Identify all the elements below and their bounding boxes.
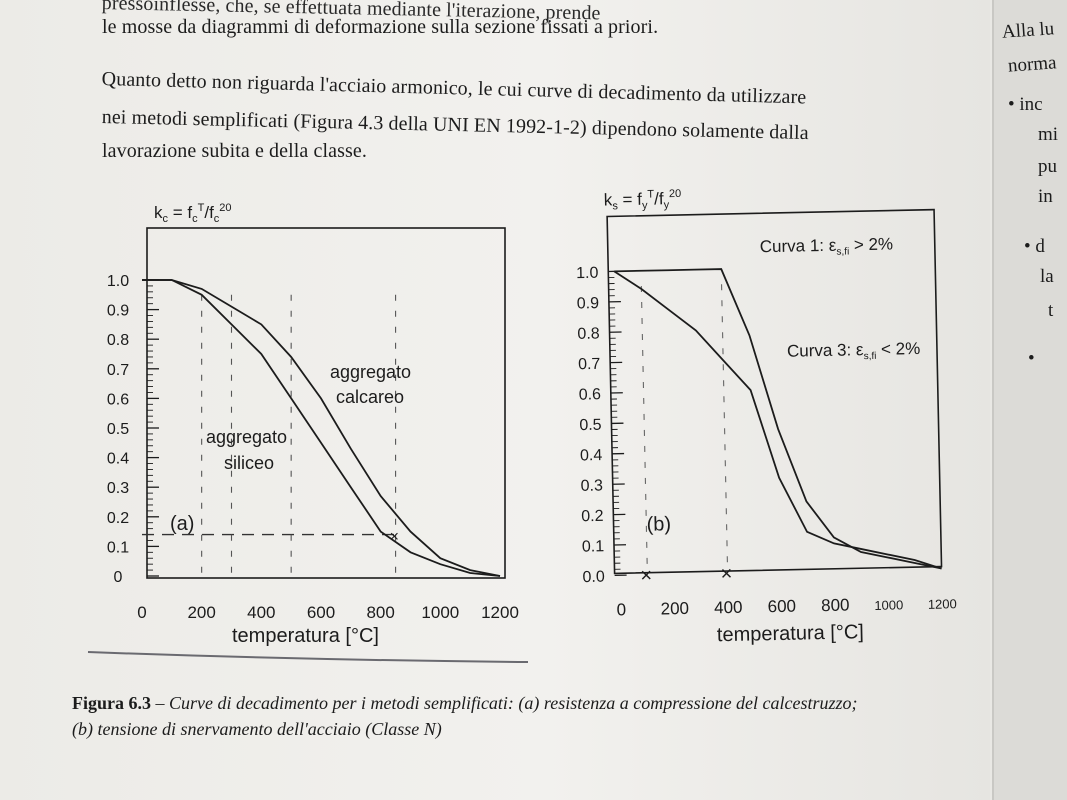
y-tick-label: 0.6 <box>107 391 129 408</box>
paragraph-line-1: le mosse da diagrammi di deformazione su… <box>102 16 659 38</box>
chart-b-tick-labels: 0.0 0.1 0.2 0.3 0.4 0.5 0.6 0.7 0.8 0.9 1.0 0 200 400… <box>576 265 957 620</box>
x-tick-label: 1000 <box>421 603 459 622</box>
y-tick-label: 0.3 <box>107 480 129 497</box>
chart-a-ylabel: kc = fcT/fc20 <box>154 202 232 225</box>
book-page: pressoinflesse, che, se effettuata media… <box>0 0 990 800</box>
chart-b-panel-label: (b) <box>646 513 671 536</box>
side-text-8: t <box>1048 300 1054 321</box>
facing-page: Alla lu norma • inc mi pu in • d la t • <box>992 0 1067 800</box>
y-tick-label: 0.2 <box>581 508 604 525</box>
caption-label: Figura 6.3 <box>72 693 151 713</box>
x-tick-label: 600 <box>767 597 796 617</box>
x-tick-label: 600 <box>307 603 335 622</box>
y-tick-label: 0.8 <box>577 325 600 342</box>
chart-b-ticks <box>608 270 627 577</box>
caption-text: – Curve di decadimento per i metodi semp… <box>72 693 858 739</box>
chart-b-annotation-curva1: Curva 1: εs,fi > 2% <box>760 234 894 259</box>
x-tick-label: 1000 <box>874 597 903 613</box>
y-tick-label: 0.1 <box>107 539 129 556</box>
y-tick-label: 0.5 <box>107 421 129 438</box>
y-tick-label: 0 <box>114 569 123 586</box>
side-text-0: Alla lu <box>1001 18 1055 43</box>
y-tick-label: 0.4 <box>107 451 129 468</box>
chart-a-annotation-calcareo-1: aggregato <box>330 362 411 382</box>
pencil-underline <box>87 651 529 663</box>
guide-mark: × <box>390 529 399 546</box>
x-tick-label: 200 <box>187 603 215 622</box>
chart-a-panel-label: (a) <box>170 513 194 535</box>
x-tick-label: 800 <box>821 595 850 615</box>
paragraph-line-4: lavorazione subita e della classe. <box>102 140 367 162</box>
chart-a-frame <box>146 227 506 579</box>
y-tick-label: 0.4 <box>580 447 603 464</box>
chart-b-guides: × × <box>640 284 733 587</box>
y-tick-label: 1.0 <box>576 265 599 282</box>
side-text-5: in <box>1038 186 1053 207</box>
y-tick-label: 0.7 <box>578 356 601 373</box>
series-line-1 <box>142 279 501 577</box>
x-tick-label: 200 <box>660 599 689 619</box>
side-text-3: mi <box>1038 124 1059 145</box>
chart-b-ylabel: ks = fyT/fy20 <box>604 188 682 213</box>
side-text-4: pu <box>1038 156 1057 177</box>
chart-b-series <box>613 268 942 570</box>
chart-a-xlabel: temperatura [°C] <box>232 625 379 647</box>
y-tick-label: 0.2 <box>107 510 129 527</box>
y-tick-label: 0.1 <box>582 538 605 555</box>
side-text-6: • d <box>1024 236 1045 257</box>
y-tick-label: 0.9 <box>577 295 600 312</box>
side-text-7: la <box>1040 266 1054 287</box>
chart-a-tick-labels: 0 0.1 0.2 0.3 0.4 0.5 0.6 0.7 0.8 0.9 1.0 0 200 400 60… <box>107 273 519 622</box>
series-line-2 <box>142 279 501 577</box>
x-tick-label: 800 <box>366 603 394 622</box>
side-text-1: norma <box>1007 52 1058 77</box>
chart-b-xlabel: temperatura [°C] <box>717 621 864 646</box>
x-tick-label: 0 <box>137 603 146 622</box>
guide-mark: × <box>720 563 732 585</box>
chart-b-frame <box>606 208 943 575</box>
x-tick-label: 0 <box>616 600 626 619</box>
chart-a-guides: × <box>142 294 399 576</box>
y-tick-label: 0.9 <box>107 303 129 320</box>
guide-mark: × <box>640 565 652 587</box>
chart-a-series <box>142 279 501 577</box>
chart-a-annotation-calcareo-2: calcareo <box>336 387 404 407</box>
chart-a-annotation-siliceo-2: siliceo <box>224 453 274 473</box>
chart-b-annotation-curva3: Curva 3: εs,fi < 2% <box>787 339 921 364</box>
y-tick-label: 0.7 <box>107 362 129 379</box>
side-text-9: • <box>1028 348 1035 369</box>
chart-a-ticks <box>147 279 159 577</box>
figure-charts: 0 0.1 0.2 0.3 0.4 0.5 0.6 0.7 0.8 0.9 1.0 0 200 400 60… <box>87 188 957 663</box>
guide-vertical <box>721 284 729 574</box>
y-tick-label: 0.3 <box>580 477 603 494</box>
y-tick-label: 0.0 <box>582 569 605 586</box>
y-tick-label: 0.8 <box>107 332 129 349</box>
series-line-2 <box>613 270 942 570</box>
y-tick-label: 1.0 <box>107 273 129 290</box>
x-tick-label: 1200 <box>928 596 957 612</box>
series-line-1 <box>614 268 942 570</box>
y-tick-label: 0.6 <box>579 386 602 403</box>
guide-vertical <box>640 285 648 575</box>
figure-caption: Figura 6.3 – Curve di decadimento per i … <box>72 690 872 742</box>
x-tick-label: 400 <box>714 598 743 618</box>
chart-a-annotation-siliceo-1: aggregato <box>206 427 287 447</box>
x-tick-label: 1200 <box>481 603 519 622</box>
y-tick-label: 0.5 <box>579 417 602 434</box>
x-tick-label: 400 <box>247 603 275 622</box>
side-text-2: • inc <box>1008 94 1043 115</box>
